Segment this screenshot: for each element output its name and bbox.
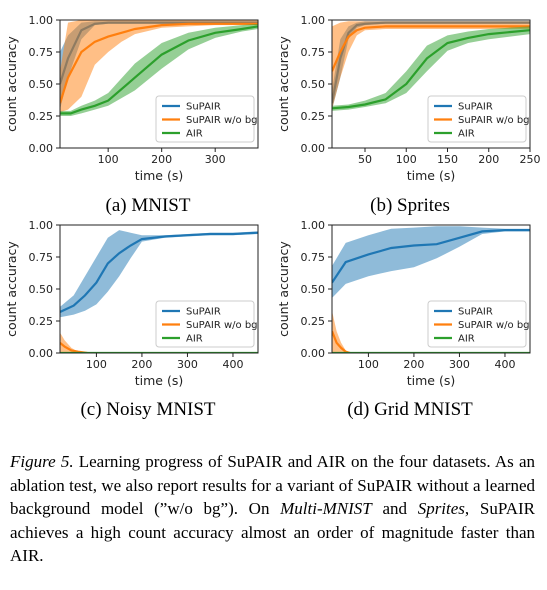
y-tick-label: 0.00 bbox=[301, 347, 326, 360]
y-axis-label: count accuracy bbox=[276, 36, 291, 132]
legend-label-supair: SuPAIR bbox=[458, 307, 493, 318]
plot-sprites: 0.00 0.25 0.50 0.75 1.00 50 100 150 200 250 time (… bbox=[276, 14, 541, 183]
y-tick-label: 0.50 bbox=[29, 78, 54, 91]
plot-area bbox=[60, 20, 258, 116]
y-tick-label: 0.75 bbox=[29, 46, 54, 59]
panel-caption-b: (b) Sprites bbox=[370, 195, 450, 216]
x-tick-label: 200 bbox=[151, 153, 172, 166]
legend-box bbox=[427, 300, 527, 348]
x-tick-label: 100 bbox=[98, 153, 119, 166]
y-tick-label: 0.00 bbox=[29, 142, 54, 155]
y-tick-label: 1.00 bbox=[29, 219, 54, 232]
figure-caption: Figure 5. Learning progress of SuPAIR an… bbox=[10, 450, 535, 568]
plot-mnist: 0.00 0.25 0.50 0.75 1.00 100 200 300 time (s) cou… bbox=[4, 14, 259, 183]
legend-label-air: AIR bbox=[186, 129, 203, 140]
x-axis-label: time (s) bbox=[135, 373, 183, 388]
x-tick-label: 400 bbox=[222, 358, 243, 371]
y-tick-label: 0.25 bbox=[301, 110, 326, 123]
caption-em-2: Sprites bbox=[417, 499, 465, 518]
line-supair bbox=[60, 231, 258, 313]
x-tick-label: 250 bbox=[520, 153, 541, 166]
panel-caption-d: (d) Grid MNIST bbox=[347, 399, 473, 420]
y-tick-label: 0.50 bbox=[301, 283, 326, 296]
line-supair bbox=[332, 229, 530, 284]
x-tick-label: 200 bbox=[403, 358, 424, 371]
caption-text-1: Learning progress of SuPAIR and AIR on t… bbox=[10, 452, 535, 518]
x-tick-label: 100 bbox=[396, 153, 417, 166]
line-air bbox=[332, 29, 530, 110]
x-axis-label: time (s) bbox=[407, 373, 455, 388]
caption-text-2: and bbox=[371, 499, 418, 518]
legend-box bbox=[427, 95, 527, 143]
x-tick-label: 300 bbox=[177, 358, 198, 371]
band-supair-w-o-bg bbox=[332, 21, 530, 110]
legend-label-supair: SuPAIR bbox=[186, 102, 221, 113]
y-tick-label: 0.00 bbox=[29, 347, 54, 360]
band-supair bbox=[60, 230, 258, 318]
panel-caption-c: (c) Noisy MNIST bbox=[80, 399, 216, 420]
y-tick-label: 1.00 bbox=[301, 219, 326, 232]
legend-box bbox=[155, 300, 255, 348]
y-axis-label: count accuracy bbox=[4, 241, 19, 337]
plot-grid-mnist: 0.00 0.25 0.50 0.75 1.00 100 200 300 400 time (s)… bbox=[276, 219, 531, 388]
line-supair-w-o-bg bbox=[60, 22, 258, 104]
x-tick-label: 300 bbox=[205, 153, 226, 166]
x-tick-label: 100 bbox=[86, 358, 107, 371]
x-tick-label: 200 bbox=[131, 358, 152, 371]
y-tick-label: 1.00 bbox=[29, 14, 54, 27]
caption-label: Figure 5. bbox=[10, 452, 74, 471]
legend-label-air: AIR bbox=[458, 334, 475, 345]
band-supair bbox=[332, 226, 530, 298]
y-tick-label: 0.75 bbox=[301, 46, 326, 59]
band-air bbox=[60, 23, 258, 116]
x-tick-label: 300 bbox=[449, 358, 470, 371]
x-tick-label: 50 bbox=[358, 153, 372, 166]
x-tick-label: 200 bbox=[478, 153, 499, 166]
legend-label-supair: SuPAIR bbox=[186, 307, 221, 318]
legend-label-supair-w-o-bg: SuPAIR w/o bg bbox=[186, 320, 258, 331]
legend-label-supair-w-o-bg: SuPAIR w/o bg bbox=[186, 115, 258, 126]
y-tick-label: 0.00 bbox=[301, 142, 326, 155]
band-air bbox=[332, 26, 530, 111]
plot-area bbox=[332, 21, 530, 111]
y-tick-label: 0.25 bbox=[301, 315, 326, 328]
caption-em-1: Multi-MNIST bbox=[280, 499, 372, 518]
x-tick-label: 400 bbox=[494, 358, 515, 371]
y-tick-label: 1.00 bbox=[301, 14, 326, 27]
y-axis-label: count accuracy bbox=[4, 36, 19, 132]
legend-label-supair-w-o-bg: SuPAIR w/o bg bbox=[458, 115, 530, 126]
x-tick-label: 100 bbox=[358, 358, 379, 371]
plot-area bbox=[332, 226, 530, 353]
x-axis-label: time (s) bbox=[407, 168, 455, 183]
legend-label-supair: SuPAIR bbox=[458, 102, 493, 113]
legend-label-air: AIR bbox=[186, 334, 203, 345]
plot-area bbox=[60, 230, 258, 353]
y-tick-label: 0.50 bbox=[301, 78, 326, 91]
legend-label-supair-w-o-bg: SuPAIR w/o bg bbox=[458, 320, 530, 331]
line-supair-w-o-bg bbox=[332, 25, 530, 72]
x-axis-label: time (s) bbox=[135, 168, 183, 183]
y-tick-label: 0.50 bbox=[29, 283, 54, 296]
panel-caption-a: (a) MNIST bbox=[105, 195, 191, 216]
line-air bbox=[60, 25, 258, 115]
legend-label-air: AIR bbox=[458, 129, 475, 140]
x-tick-label: 150 bbox=[437, 153, 458, 166]
y-tick-label: 0.25 bbox=[29, 110, 54, 123]
legend-box bbox=[155, 95, 255, 143]
y-axis-label: count accuracy bbox=[276, 241, 291, 337]
band-supair-w-o-bg bbox=[60, 20, 258, 113]
caption-text-3: , SuPAIR achieves a high count accuracy … bbox=[10, 499, 535, 565]
y-tick-label: 0.25 bbox=[29, 315, 54, 328]
y-tick-label: 0.75 bbox=[301, 251, 326, 264]
plot-noisy-mnist: 0.00 0.25 0.50 0.75 1.00 100 200 300 400 time (s)… bbox=[4, 219, 259, 388]
y-tick-label: 0.75 bbox=[29, 251, 54, 264]
